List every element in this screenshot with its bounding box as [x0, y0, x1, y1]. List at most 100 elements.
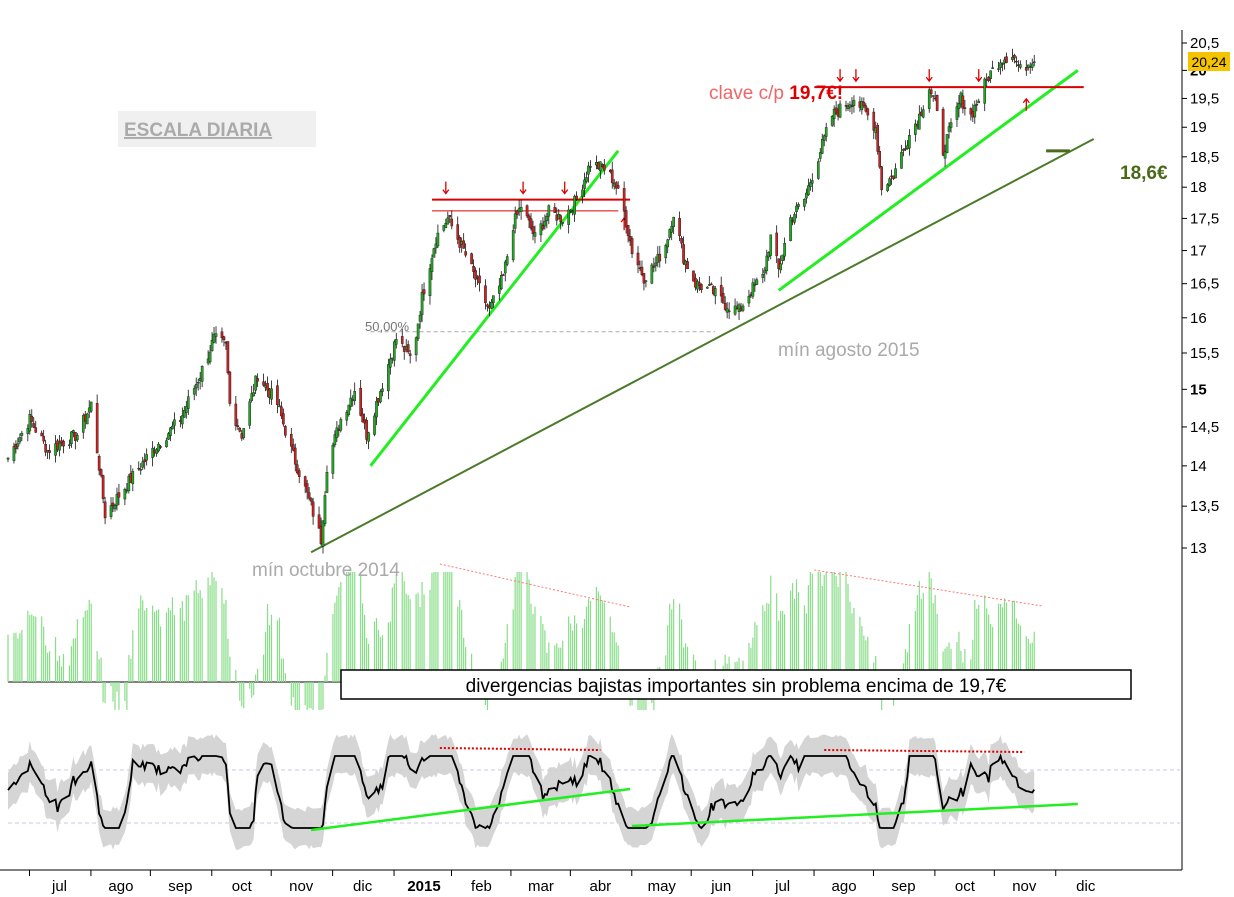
candle-body [559, 215, 563, 223]
y-tick-label: 15 [1190, 381, 1207, 398]
candle-body [30, 415, 34, 422]
candle-body [389, 358, 392, 368]
candle-body [904, 148, 907, 150]
resistance-label-prefix: clave c/p [709, 83, 789, 104]
candle-body [1005, 56, 1008, 63]
candle-body [462, 240, 465, 249]
candle-body [16, 443, 20, 447]
candle-body [927, 89, 931, 109]
candle-body [547, 205, 551, 217]
candle-body [111, 502, 115, 506]
candle-body [692, 270, 695, 282]
candle-body [291, 444, 295, 451]
candle-body [581, 189, 584, 197]
candle-body [686, 261, 689, 270]
candle-body [456, 224, 460, 240]
candle-body [143, 459, 146, 463]
candle-body [252, 392, 255, 397]
resistance-label: clave c/p 19,7€! [709, 83, 843, 104]
candle-body [200, 366, 204, 382]
candle-body [222, 336, 226, 341]
candle-body [303, 476, 307, 487]
candle-body [101, 475, 105, 499]
candle-body [763, 269, 767, 274]
candle-body [1026, 64, 1030, 68]
trend-lines [310, 69, 1095, 554]
candle-body [765, 255, 769, 272]
candle-body [395, 339, 398, 345]
candle-body [783, 243, 786, 257]
candle-body [589, 166, 592, 168]
candle-body [113, 505, 117, 510]
long-trend-line [310, 138, 1095, 554]
candle-body [155, 449, 158, 454]
candle-body [406, 344, 410, 353]
candle-body [256, 378, 259, 382]
candle-body [115, 494, 119, 506]
candle-body [436, 232, 440, 247]
candle-body [141, 461, 145, 468]
candle-body [733, 305, 737, 315]
candle-body [852, 100, 856, 106]
candle-body [914, 123, 917, 135]
candle-body [414, 337, 418, 356]
candle-body [208, 351, 212, 363]
candle-body [654, 262, 658, 266]
candle-body [1015, 60, 1018, 63]
candle-body [997, 68, 1000, 70]
candle-body [347, 404, 351, 415]
candle-body [214, 333, 218, 337]
candle-body [297, 470, 301, 477]
candle-body [99, 469, 103, 476]
candle-body [918, 113, 921, 130]
candle-body [723, 303, 727, 310]
x-tick-label: oct [955, 878, 976, 895]
resistance-label-value: 19,7€! [789, 83, 843, 104]
x-tick-label: dic [353, 878, 373, 895]
candle-body [989, 70, 992, 79]
candle-body [349, 397, 353, 407]
touch-arrow-down [561, 181, 569, 195]
candle-body [81, 415, 85, 433]
candle-body [963, 107, 967, 109]
candle-body [561, 222, 565, 224]
candle-body [725, 308, 729, 313]
candle-body [242, 428, 246, 438]
candle-body [48, 450, 51, 453]
steep-support-line [369, 149, 620, 467]
candle-body [553, 207, 557, 213]
candle-body [830, 116, 834, 126]
candle-body [159, 446, 162, 448]
candle-body [12, 446, 16, 461]
divergence-note: divergencias bajistas importantes sin pr… [466, 676, 1007, 697]
candle-body [89, 401, 93, 412]
candle-body [769, 234, 773, 256]
candle-body [321, 520, 325, 547]
x-tick-label: ago [832, 878, 857, 895]
candle-body [278, 405, 281, 408]
y-tick-label: 19,5 [1190, 90, 1219, 107]
candle-body [513, 213, 517, 229]
candle-body [325, 472, 329, 493]
candle-body [678, 218, 681, 237]
candle-body [603, 164, 606, 171]
x-tick-label: may [648, 878, 677, 895]
candle-body [977, 100, 981, 104]
candle-body [991, 67, 994, 69]
candle-body [822, 135, 826, 141]
candle-body [145, 454, 148, 461]
candle-body [474, 270, 477, 280]
candle-body [270, 388, 273, 400]
candle-body [975, 104, 979, 106]
candle-body [908, 135, 911, 149]
candle-body [610, 169, 614, 184]
x-tick-label: jun [710, 878, 731, 895]
x-tick-label: jul [51, 878, 67, 895]
candle-body [420, 291, 424, 315]
candle-body [543, 220, 547, 227]
candle-body [515, 210, 519, 215]
candle-body [295, 464, 299, 474]
candle-body [640, 266, 644, 275]
candle-body [511, 230, 515, 261]
candle-body [583, 179, 586, 189]
